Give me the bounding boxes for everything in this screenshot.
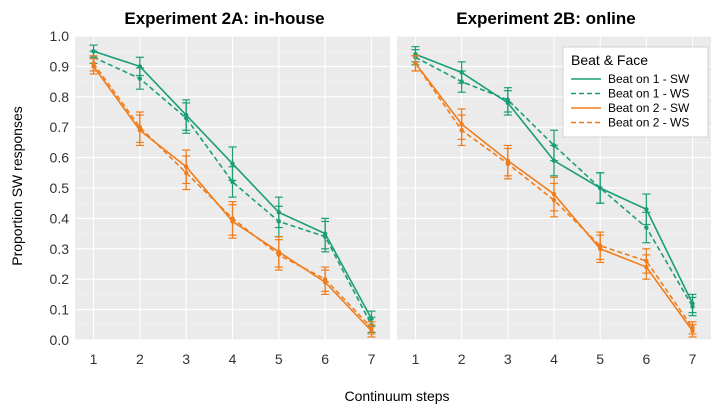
- x-tick-label: 7: [689, 351, 697, 367]
- data-point: [551, 143, 557, 148]
- x-tick-label: 4: [229, 351, 237, 367]
- data-point: [322, 234, 328, 239]
- y-tick-label: 0.5: [50, 180, 70, 196]
- data-point: [137, 76, 143, 81]
- x-tick-label: 6: [642, 351, 650, 367]
- data-point: [137, 125, 143, 130]
- data-point: [276, 252, 282, 258]
- data-point: [276, 219, 282, 224]
- data-point: [597, 185, 603, 191]
- data-point: [183, 170, 189, 175]
- panel-title: Experiment 2A: in-house: [124, 9, 324, 28]
- data-point: [459, 79, 464, 84]
- legend-label-beat-on-2-ws: Beat on 2 - WS: [608, 116, 689, 130]
- y-tick-label: 0.3: [50, 241, 70, 257]
- x-tick-label: 2: [136, 351, 144, 367]
- data-point: [551, 197, 557, 203]
- y-tick-label: 0.9: [50, 58, 70, 74]
- data-point: [322, 277, 328, 282]
- data-point: [183, 115, 189, 121]
- x-tick-label: 5: [596, 351, 604, 367]
- data-point: [690, 325, 695, 331]
- data-point: [459, 128, 464, 133]
- x-tick-label: 1: [412, 351, 420, 367]
- x-tick-label: 3: [182, 351, 190, 367]
- data-point: [230, 216, 235, 221]
- y-tick-label: 0.7: [50, 119, 70, 135]
- data-point: [597, 243, 603, 248]
- y-tick-label: 0.0: [50, 332, 70, 348]
- legend-label-beat-on-1-sw: Beat on 1 - SW: [608, 72, 690, 86]
- y-tick-label: 0.1: [50, 302, 70, 318]
- panel-experiment-2a: 0.0 0.1 0.2 0.3 0.4 0.5 0.6 0.7 0.8 0.9 1.0 1 2 3 4 5 6 7…: [50, 9, 390, 367]
- data-point: [230, 179, 235, 185]
- x-axis-title: Continuum steps: [344, 388, 449, 404]
- y-tick-label: 0.8: [50, 89, 70, 105]
- y-tick-label: 1.0: [50, 28, 70, 44]
- x-tick-label: 2: [458, 351, 466, 367]
- panel-title: Experiment 2B: online: [456, 9, 635, 28]
- legend-title: Beat & Face: [571, 52, 648, 68]
- data-point: [690, 304, 695, 309]
- y-tick-label: 0.4: [50, 210, 70, 226]
- legend-label-beat-on-1-ws: Beat on 1 - WS: [608, 87, 689, 101]
- data-point: [505, 97, 511, 103]
- data-point: [505, 161, 511, 166]
- legend-label-beat-on-2-sw: Beat on 2 - SW: [608, 101, 690, 115]
- x-tick-label: 3: [504, 351, 512, 367]
- y-tick-label: 0.2: [50, 271, 70, 287]
- x-tick-label: 7: [368, 351, 376, 367]
- data-point: [644, 258, 649, 264]
- x-tick-label: 1: [90, 351, 98, 367]
- data-point: [644, 225, 649, 230]
- data-point: [644, 207, 649, 212]
- x-tick-label: 6: [321, 351, 329, 367]
- y-tick-label: 0.6: [50, 150, 70, 166]
- data-point: [369, 325, 374, 331]
- series-beat-on-2-ws: [89, 55, 376, 335]
- series-beat-on-2-ws: [411, 55, 697, 335]
- y-axis-title: Proportion SW responses: [9, 106, 25, 266]
- data-point: [230, 161, 235, 166]
- data-point: [91, 61, 96, 66]
- data-point: [413, 61, 418, 66]
- x-tick-label: 5: [275, 351, 283, 367]
- x-tick-label: 4: [550, 351, 558, 367]
